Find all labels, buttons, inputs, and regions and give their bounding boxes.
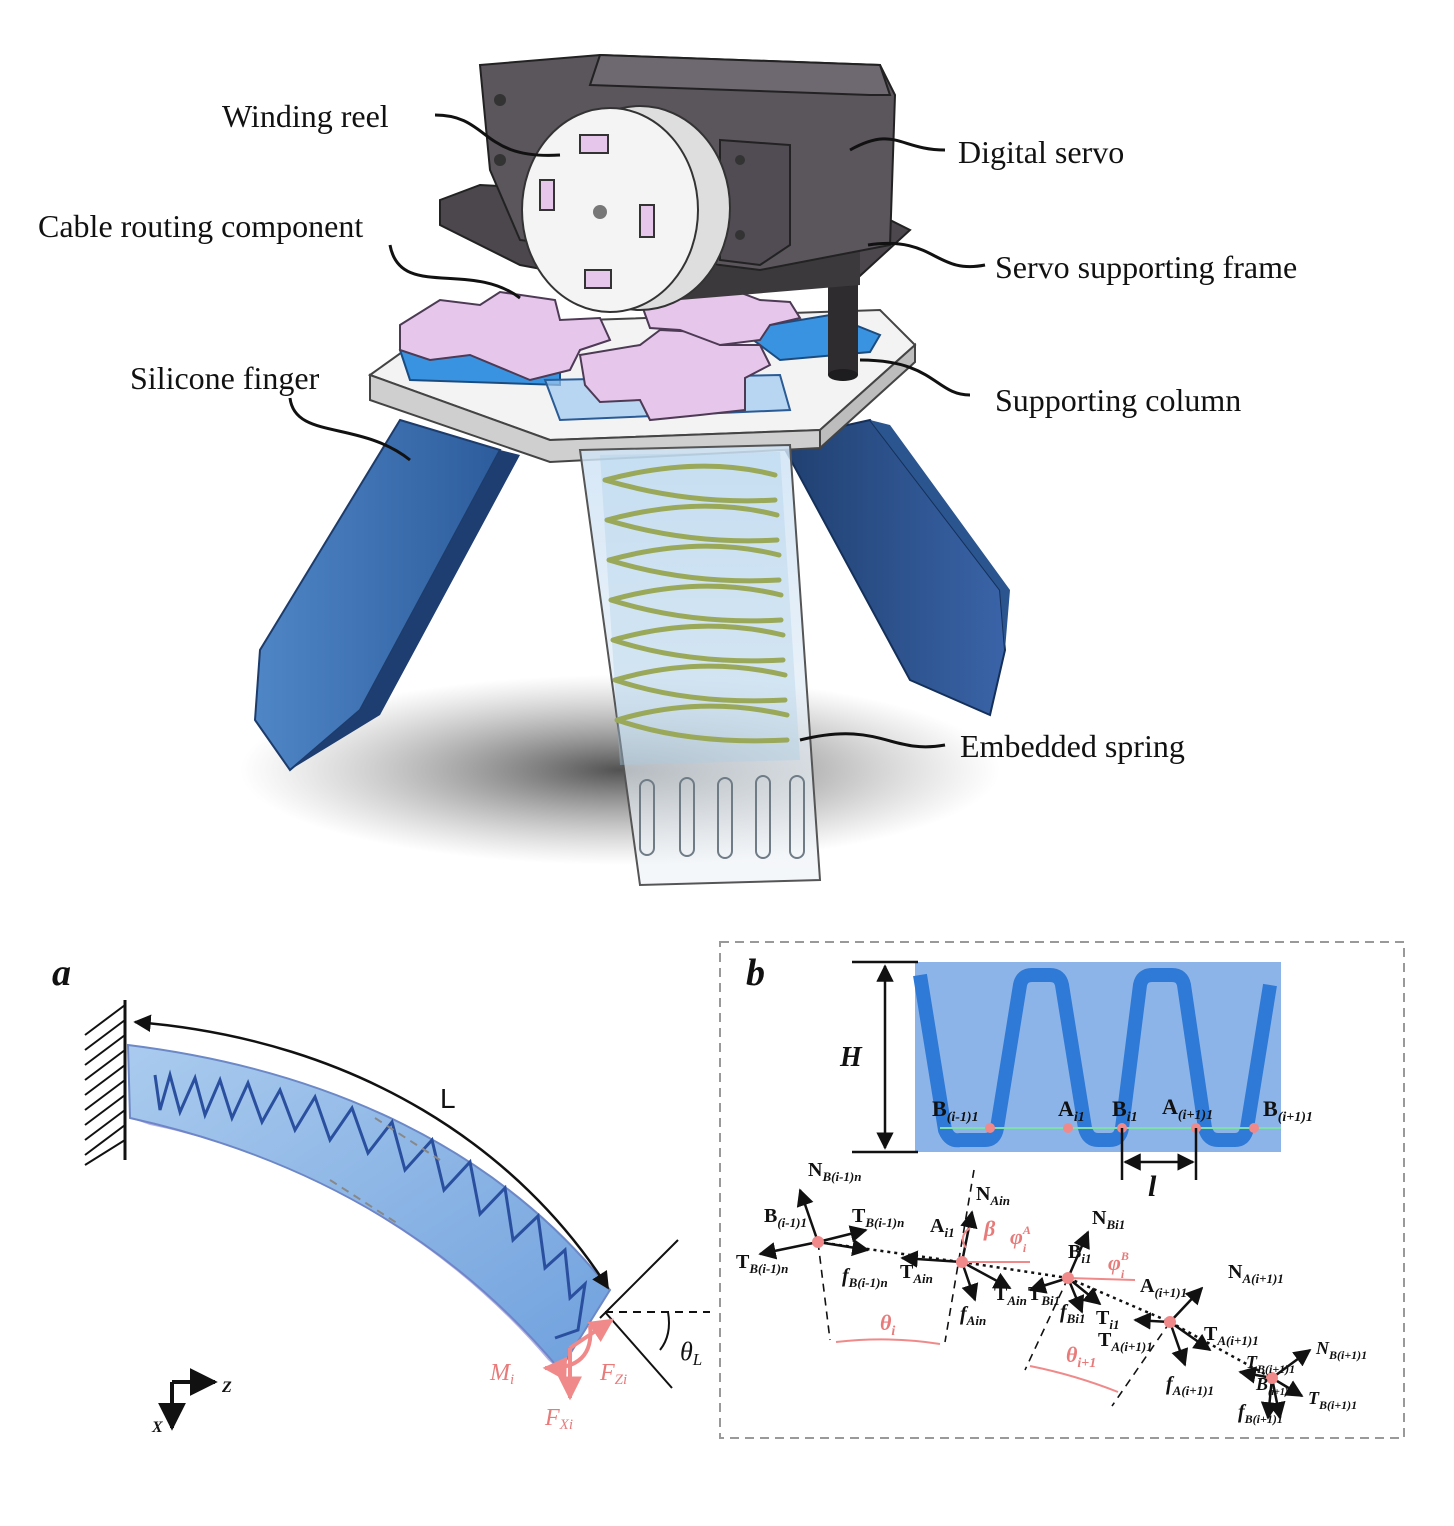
panel-a: a L xyxy=(52,952,710,1436)
label-supporting-column: Supporting column xyxy=(995,382,1241,418)
label-servo-frame: Servo supporting frame xyxy=(995,249,1297,285)
label-t-i1-p: Ti1 xyxy=(1096,1307,1119,1332)
height-dimension xyxy=(852,960,918,1154)
panel-b: b H l B(i-1)1 Ai1 Bi1 A( xyxy=(719,941,1405,1439)
label-n-an1: NA(i+1)1 xyxy=(1228,1261,1284,1286)
spring-tubes xyxy=(639,775,805,859)
label-embedded-spring: Embedded spring xyxy=(960,728,1185,764)
label-t-bn1: TB(i+1)1 xyxy=(1246,1352,1295,1376)
fz-label: FZi xyxy=(599,1360,627,1388)
coordinate-axes xyxy=(158,1368,218,1431)
label-t-an1-p: TA(i+1)1 xyxy=(1204,1323,1259,1348)
fx-label: FXi xyxy=(544,1405,573,1433)
label-n-b-prev: NB(i-1)n xyxy=(808,1159,861,1184)
right-silicone-finger xyxy=(778,418,1010,717)
label-cable-routing: Cable routing component xyxy=(38,208,363,244)
point-b-i: Bi1 xyxy=(1112,1096,1138,1125)
label-f-ain: fAin xyxy=(960,1303,986,1328)
label-t-bi1: TBi1 xyxy=(1028,1283,1060,1308)
label-f-bi1: fBi1 xyxy=(1060,1301,1085,1326)
axis-x-label: X xyxy=(151,1419,163,1436)
winding-reel xyxy=(521,105,731,313)
tip-forces xyxy=(542,1318,614,1401)
length-label: L xyxy=(440,1083,456,1114)
gripper-assembly xyxy=(240,53,1010,887)
label-phi-b: φB i xyxy=(1108,1249,1129,1281)
length-arrow xyxy=(133,1014,610,1290)
pitch-dimension xyxy=(1120,1128,1198,1180)
point-b-prev: B(i-1)1 xyxy=(932,1096,979,1125)
pitch-label: l xyxy=(1148,1170,1157,1203)
label-f-b-prev: fB(i-1)n xyxy=(842,1265,888,1290)
label-t-b-prev: TB(i-1)n xyxy=(736,1251,788,1276)
label-t-ain: TAin xyxy=(900,1261,933,1286)
height-label: H xyxy=(839,1042,863,1073)
force-labels: NB(i-1)n B(i-1)1 TB(i-1)n TB(i-1)n fB(i-… xyxy=(736,1159,1367,1426)
node-dots xyxy=(812,1236,1278,1384)
bent-finger xyxy=(126,1043,612,1372)
panel-a-letter: a xyxy=(52,952,71,994)
label-theta-n: θi+1 xyxy=(1066,1342,1096,1371)
label-beta: β xyxy=(983,1216,996,1241)
angle-markers xyxy=(835,1227,1136,1393)
label-b-i1: Bi1 xyxy=(1068,1241,1091,1266)
label-a-i1: Ai1 xyxy=(930,1215,955,1240)
point-a-next: A(i+1)1 xyxy=(1162,1094,1213,1123)
label-t-an1: TA(i+1)1 xyxy=(1098,1329,1153,1354)
label-b-n1: B(i+1)1 xyxy=(1255,1374,1293,1398)
label-f-bn1: fB(i+1)1 xyxy=(1238,1401,1283,1426)
label-t-b-prev-p: TB(i-1)n xyxy=(852,1205,904,1230)
label-digital-servo: Digital servo xyxy=(958,134,1124,170)
label-a-n1: A(i+1)1 xyxy=(1140,1275,1187,1300)
panel-b-frame xyxy=(719,941,1405,1439)
label-silicone-finger: Silicone finger xyxy=(130,360,320,396)
label-n-bi1: NBi1 xyxy=(1092,1207,1125,1232)
force-diagram xyxy=(758,1169,1312,1420)
spring-section xyxy=(913,962,1281,1152)
embedded-spring xyxy=(602,463,790,744)
label-t-bn1-p: TB(i+1)1 xyxy=(1308,1388,1357,1412)
assembly-labels: Winding reel Cable routing component Sil… xyxy=(38,98,1297,764)
label-theta-i: θi xyxy=(880,1310,895,1339)
label-winding-reel: Winding reel xyxy=(222,98,389,134)
label-n-bn1: NB(i+1)1 xyxy=(1315,1338,1367,1362)
point-a-i: Ai1 xyxy=(1058,1096,1085,1125)
label-t-ain-p: TAin xyxy=(994,1283,1027,1308)
label-n-ain: NAin xyxy=(976,1183,1010,1208)
cable-routing-component xyxy=(399,283,802,422)
label-b-prev1: B(i-1)1 xyxy=(764,1205,807,1230)
moment-label: Mi xyxy=(489,1360,514,1388)
label-phi-a: φA i xyxy=(1010,1223,1031,1255)
point-b-next: B(i+1)1 xyxy=(1263,1096,1313,1125)
supporting-column xyxy=(828,285,858,381)
fixed-wall xyxy=(84,1000,127,1166)
leader-lines xyxy=(288,113,986,749)
label-f-an1: fA(i+1)1 xyxy=(1166,1373,1214,1398)
end-angle xyxy=(599,1239,710,1389)
panel-b-letter: b xyxy=(746,952,765,994)
theta-l-label: θL xyxy=(680,1337,702,1369)
left-silicone-finger xyxy=(253,418,520,772)
axis-z-label: Z xyxy=(221,1379,232,1396)
